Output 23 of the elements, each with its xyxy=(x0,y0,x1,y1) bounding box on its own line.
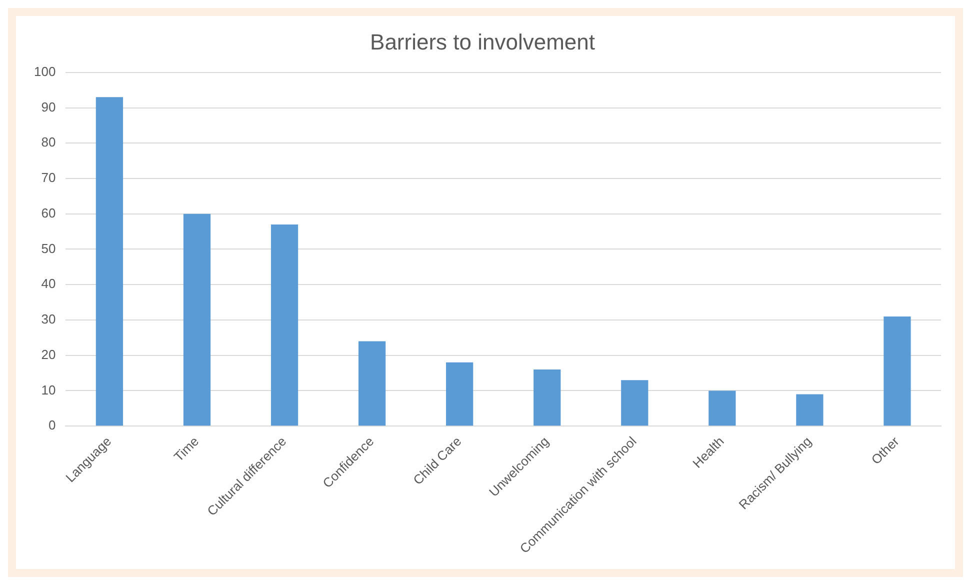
y-tick-label: 80 xyxy=(41,134,56,150)
bar xyxy=(358,341,386,426)
y-tick-label: 40 xyxy=(41,276,56,292)
y-tick-label: 100 xyxy=(34,64,56,79)
bar xyxy=(183,214,211,426)
y-tick-label: 10 xyxy=(41,382,56,398)
y-tick-label: 0 xyxy=(48,418,56,433)
bar xyxy=(270,224,298,426)
y-tick-label: 30 xyxy=(41,312,56,327)
bar xyxy=(534,369,561,426)
bar xyxy=(446,362,474,426)
x-tick-label: Time xyxy=(170,434,202,464)
y-tick-label: 60 xyxy=(41,205,56,220)
bar xyxy=(96,97,124,426)
bar xyxy=(621,380,648,426)
bar xyxy=(796,394,824,426)
bar xyxy=(884,316,911,426)
bar xyxy=(708,390,736,426)
y-tick-label: 20 xyxy=(41,346,56,362)
chart-title: Barriers to involvement xyxy=(370,29,595,54)
y-tick-label: 90 xyxy=(41,99,56,114)
y-tick-label: 50 xyxy=(41,240,56,256)
y-tick-label: 70 xyxy=(41,170,56,186)
